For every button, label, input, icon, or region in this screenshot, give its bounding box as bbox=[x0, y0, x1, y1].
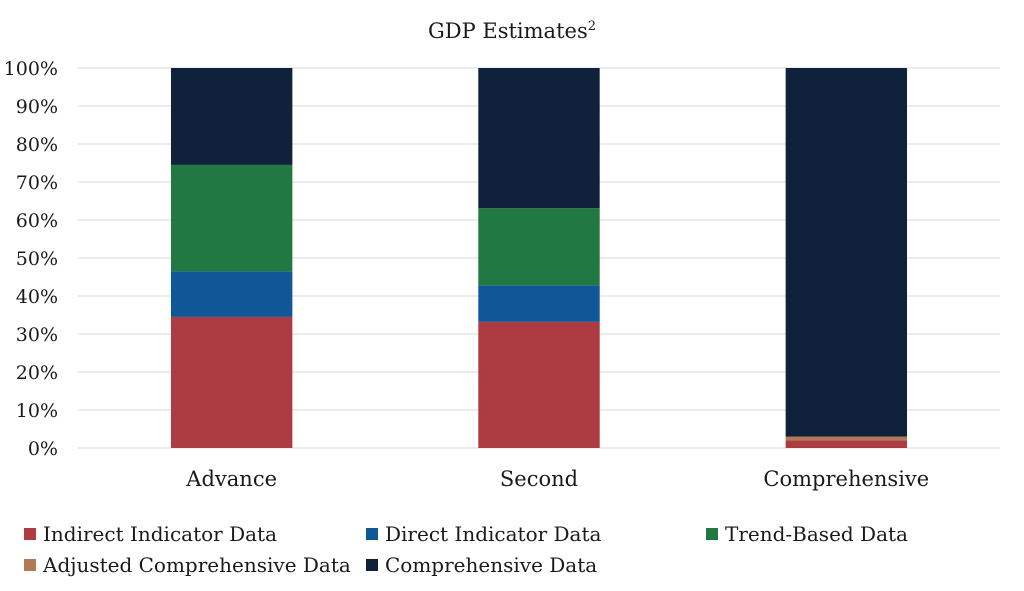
x-axis-category-labels: Advance Second Comprehensive bbox=[185, 467, 929, 491]
x-tick-label-advance: Advance bbox=[185, 467, 277, 491]
bar-segment-second-indirect-indicator-data bbox=[478, 321, 600, 448]
y-tick-label: 20% bbox=[16, 362, 58, 384]
bar-segment-advance-comprehensive-data bbox=[170, 68, 293, 165]
bar-segment-second-comprehensive-data bbox=[478, 68, 600, 209]
y-tick-label: 40% bbox=[16, 286, 58, 308]
legend-swatch-indirect-indicator-data bbox=[24, 528, 36, 540]
x-tick-label-second: Second bbox=[500, 467, 578, 491]
y-tick-label: 10% bbox=[16, 400, 58, 422]
legend: Indirect Indicator Data Direct Indicator … bbox=[24, 522, 908, 577]
bar-segment-second-direct-indicator-data bbox=[478, 285, 600, 322]
x-tick-label-comprehensive: Comprehensive bbox=[763, 467, 929, 491]
bar-segment-comprehensive-adjusted-comprehensive-data bbox=[785, 436, 908, 441]
legend-label-trend-based-data: Trend-Based Data bbox=[725, 522, 908, 546]
y-tick-label: 80% bbox=[16, 134, 58, 156]
bar-segment-second-trend-based-data bbox=[478, 208, 600, 286]
y-tick-label: 90% bbox=[16, 96, 58, 118]
y-tick-label: 100% bbox=[4, 58, 58, 80]
chart-title: GDP Estimates2 bbox=[428, 19, 596, 43]
legend-swatch-direct-indicator-data bbox=[366, 528, 378, 540]
bar-segment-advance-direct-indicator-data bbox=[170, 271, 293, 317]
legend-label-indirect-indicator-data: Indirect Indicator Data bbox=[43, 522, 277, 546]
legend-label-direct-indicator-data: Direct Indicator Data bbox=[385, 522, 602, 546]
y-tick-label: 30% bbox=[16, 324, 58, 346]
legend-swatch-trend-based-data bbox=[706, 528, 718, 540]
legend-swatch-comprehensive-data bbox=[366, 559, 378, 571]
stacked-bars bbox=[170, 68, 908, 448]
bar-segment-advance-trend-based-data bbox=[170, 164, 293, 272]
legend-swatch-adjusted-comprehensive-data bbox=[24, 559, 36, 571]
chart-title-text: GDP Estimates bbox=[428, 19, 588, 43]
y-tick-label: 60% bbox=[16, 210, 58, 232]
legend-label-adjusted-comprehensive-data: Adjusted Comprehensive Data bbox=[42, 553, 351, 577]
bar-segment-comprehensive-comprehensive-data bbox=[785, 68, 908, 437]
bar-segment-advance-indirect-indicator-data bbox=[170, 316, 293, 448]
y-tick-label: 0% bbox=[28, 438, 58, 460]
bar-segment-comprehensive-indirect-indicator-data bbox=[785, 440, 908, 448]
y-tick-label: 70% bbox=[16, 172, 58, 194]
y-tick-label: 50% bbox=[16, 248, 58, 270]
legend-label-comprehensive-data: Comprehensive Data bbox=[385, 553, 597, 577]
chart-title-superscript: 2 bbox=[588, 19, 596, 34]
y-axis-tick-labels: 0% 10% 20% 30% 40% 50% 60% 70% 80% 90% 100% bbox=[4, 58, 58, 460]
